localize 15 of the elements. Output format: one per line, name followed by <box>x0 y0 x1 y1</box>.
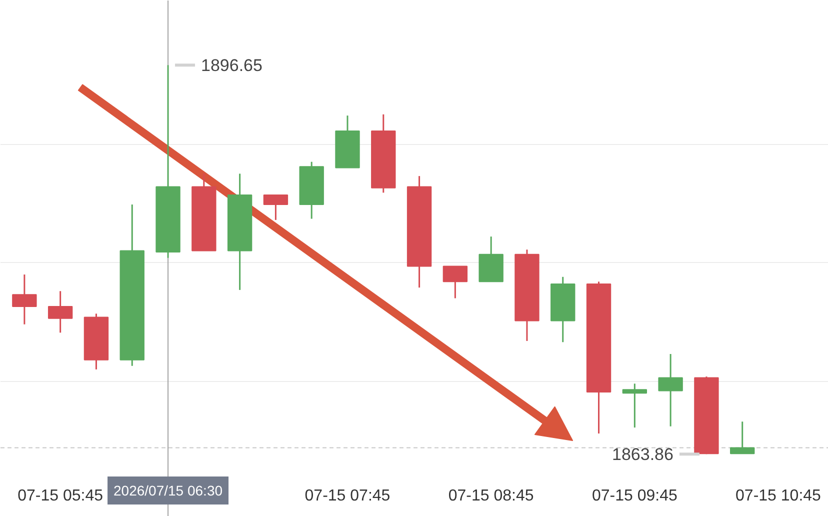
candlestick <box>622 382 648 428</box>
candlestick <box>48 290 73 334</box>
ref-line-label: 2026/07/15 06:30 <box>114 482 223 498</box>
candlestick <box>658 353 683 428</box>
candlestick <box>442 265 468 299</box>
x-tick-label: 07-15 08:45 <box>448 488 534 504</box>
candlestick <box>12 274 37 326</box>
x-tick-label: 07-15 05:45 <box>18 488 104 504</box>
x-tick-label: 07-15 07:45 <box>304 488 390 504</box>
x-tick-label: 07-15 09:45 <box>592 488 678 504</box>
annotation: 1863.86 <box>612 445 674 464</box>
candlestick <box>730 420 755 454</box>
x-tick-label: 07-15 10:45 <box>736 488 822 504</box>
annotation: 1896.65 <box>201 56 262 76</box>
candlestick <box>263 194 288 221</box>
